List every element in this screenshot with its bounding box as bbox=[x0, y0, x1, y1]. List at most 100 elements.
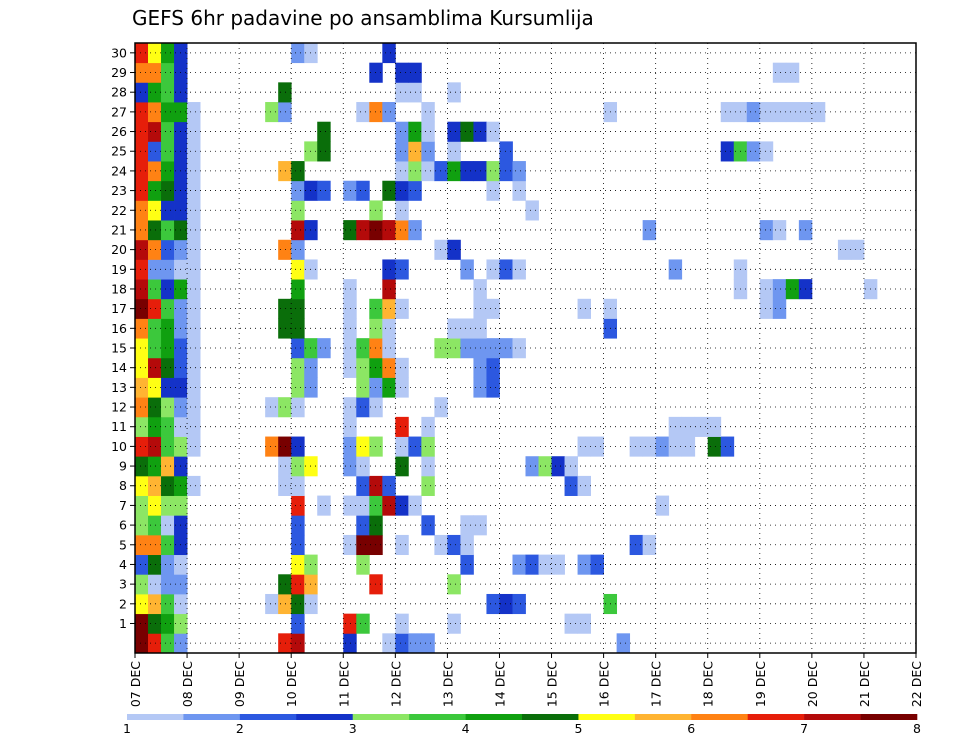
precip-cell bbox=[356, 554, 370, 575]
precip-cell bbox=[135, 180, 149, 201]
precip-cell bbox=[850, 239, 865, 260]
precip-cell bbox=[681, 416, 696, 437]
precip-cell bbox=[486, 377, 500, 398]
precip-cell bbox=[187, 200, 201, 221]
precip-cell bbox=[317, 495, 331, 516]
precip-cell bbox=[148, 259, 162, 280]
precip-cell bbox=[135, 62, 149, 83]
precip-cell bbox=[447, 121, 461, 142]
precip-cell bbox=[629, 534, 644, 556]
precip-cell bbox=[135, 239, 149, 260]
precip-cell bbox=[291, 377, 305, 398]
precip-cell bbox=[447, 82, 461, 103]
precip-cell bbox=[187, 298, 201, 319]
precip-cell bbox=[291, 593, 305, 615]
precip-cell bbox=[161, 180, 175, 201]
precip-cell bbox=[135, 318, 149, 339]
precip-cell bbox=[382, 220, 396, 241]
precip-cell bbox=[681, 436, 696, 457]
precip-cell bbox=[135, 141, 149, 162]
precip-cell bbox=[265, 593, 279, 615]
precip-cell bbox=[161, 43, 175, 64]
precip-cell bbox=[616, 633, 631, 654]
precip-cell bbox=[161, 534, 175, 556]
precip-cell bbox=[187, 102, 201, 123]
precip-cell bbox=[291, 613, 305, 634]
precip-cell bbox=[135, 613, 149, 634]
precip-cell bbox=[291, 475, 305, 496]
precip-cell bbox=[135, 102, 149, 123]
precip-cell bbox=[148, 515, 162, 536]
precip-cell bbox=[434, 338, 448, 359]
y-tick-label: 16 bbox=[111, 321, 127, 336]
y-tick-label: 5 bbox=[119, 537, 127, 552]
precip-cell bbox=[291, 456, 305, 477]
precip-cell bbox=[161, 436, 175, 457]
precip-cell bbox=[148, 279, 162, 300]
precip-cell bbox=[148, 220, 162, 241]
precip-cell bbox=[421, 475, 435, 496]
precip-cell bbox=[343, 279, 357, 300]
precip-cell bbox=[135, 593, 149, 615]
precip-cell bbox=[369, 62, 383, 83]
precip-cell bbox=[291, 397, 305, 418]
colorbar-swatch bbox=[409, 714, 466, 720]
precip-cell bbox=[135, 121, 149, 142]
x-tick-label: 13 DEC bbox=[440, 661, 455, 707]
precip-cell bbox=[772, 298, 787, 319]
y-tick-label: 12 bbox=[111, 400, 127, 415]
x-tick-label: 18 DEC bbox=[701, 661, 716, 707]
precip-cell bbox=[460, 534, 474, 556]
precip-cell bbox=[148, 475, 162, 496]
precip-cell bbox=[161, 62, 175, 83]
colorbar-label: 5 bbox=[574, 721, 582, 736]
precip-cell bbox=[148, 43, 162, 64]
colorbar-swatch bbox=[634, 714, 692, 720]
precip-cell bbox=[512, 554, 526, 575]
precip-cell bbox=[343, 318, 357, 339]
precip-cell bbox=[577, 436, 591, 457]
precip-cell bbox=[148, 318, 162, 339]
colorbar-swatch bbox=[352, 714, 410, 720]
precip-cell bbox=[499, 259, 513, 280]
precip-cell bbox=[564, 475, 578, 496]
precip-cell bbox=[135, 416, 149, 437]
precip-cell bbox=[512, 593, 526, 615]
precip-cell bbox=[187, 279, 201, 300]
y-tick-label: 7 bbox=[119, 498, 127, 513]
precip-cell bbox=[161, 279, 175, 300]
y-tick-label: 26 bbox=[111, 124, 127, 139]
precip-cell bbox=[395, 534, 409, 556]
precip-cell bbox=[395, 456, 409, 477]
precip-cell bbox=[187, 436, 201, 457]
precip-cell bbox=[369, 436, 383, 457]
precip-cell bbox=[577, 554, 591, 575]
precip-cell bbox=[343, 338, 357, 359]
precip-cell bbox=[148, 239, 162, 260]
precip-cell bbox=[187, 357, 201, 378]
precip-cell bbox=[486, 161, 500, 182]
precip-cell bbox=[382, 43, 396, 64]
precip-cell bbox=[161, 416, 175, 437]
precip-cell bbox=[291, 574, 305, 595]
precip-cell bbox=[148, 436, 162, 457]
precip-cell bbox=[382, 475, 396, 496]
precip-cell bbox=[421, 515, 435, 536]
precip-cell bbox=[382, 357, 396, 378]
precip-cell bbox=[434, 161, 448, 182]
precip-cell bbox=[187, 318, 201, 339]
precip-cell bbox=[499, 593, 513, 615]
precip-cell bbox=[148, 298, 162, 319]
precip-cell bbox=[395, 436, 409, 457]
precip-cell bbox=[278, 593, 292, 615]
precip-cell bbox=[278, 298, 292, 319]
y-tick-label: 20 bbox=[111, 242, 127, 257]
precip-cell bbox=[161, 515, 175, 536]
precip-cell bbox=[486, 593, 500, 615]
precip-cell bbox=[161, 357, 175, 378]
precip-cell bbox=[148, 161, 162, 182]
precip-cell bbox=[486, 357, 500, 378]
precip-cell bbox=[382, 338, 396, 359]
precip-cell bbox=[148, 62, 162, 83]
x-tick-label: 12 DEC bbox=[388, 661, 403, 707]
